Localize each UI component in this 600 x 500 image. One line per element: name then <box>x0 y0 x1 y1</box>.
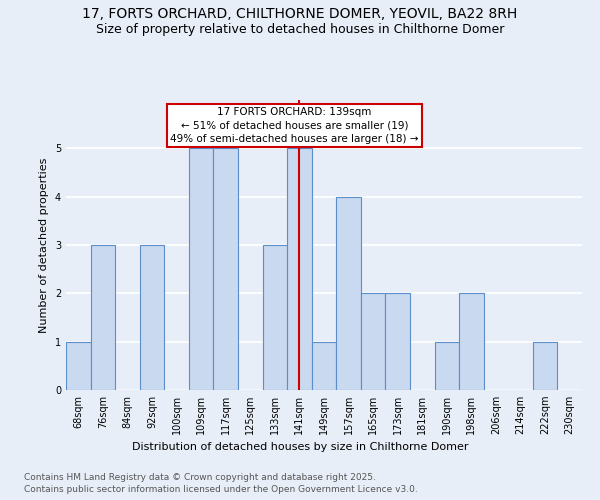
Text: Contains public sector information licensed under the Open Government Licence v3: Contains public sector information licen… <box>24 485 418 494</box>
Bar <box>263 245 287 390</box>
Bar <box>66 342 91 390</box>
Bar <box>91 245 115 390</box>
Bar <box>189 148 214 390</box>
Bar <box>312 342 336 390</box>
Text: 17, FORTS ORCHARD, CHILTHORNE DOMER, YEOVIL, BA22 8RH: 17, FORTS ORCHARD, CHILTHORNE DOMER, YEO… <box>82 8 518 22</box>
Bar <box>140 245 164 390</box>
Text: Size of property relative to detached houses in Chilthorne Domer: Size of property relative to detached ho… <box>96 22 504 36</box>
Bar <box>361 294 385 390</box>
Text: Contains HM Land Registry data © Crown copyright and database right 2025.: Contains HM Land Registry data © Crown c… <box>24 472 376 482</box>
Bar <box>287 148 312 390</box>
Bar <box>459 294 484 390</box>
Bar <box>336 196 361 390</box>
Bar <box>434 342 459 390</box>
Text: Distribution of detached houses by size in Chilthorne Domer: Distribution of detached houses by size … <box>132 442 468 452</box>
Text: 17 FORTS ORCHARD: 139sqm
← 51% of detached houses are smaller (19)
49% of semi-d: 17 FORTS ORCHARD: 139sqm ← 51% of detach… <box>170 108 419 144</box>
Bar <box>385 294 410 390</box>
Bar <box>533 342 557 390</box>
Bar <box>214 148 238 390</box>
Y-axis label: Number of detached properties: Number of detached properties <box>40 158 49 332</box>
